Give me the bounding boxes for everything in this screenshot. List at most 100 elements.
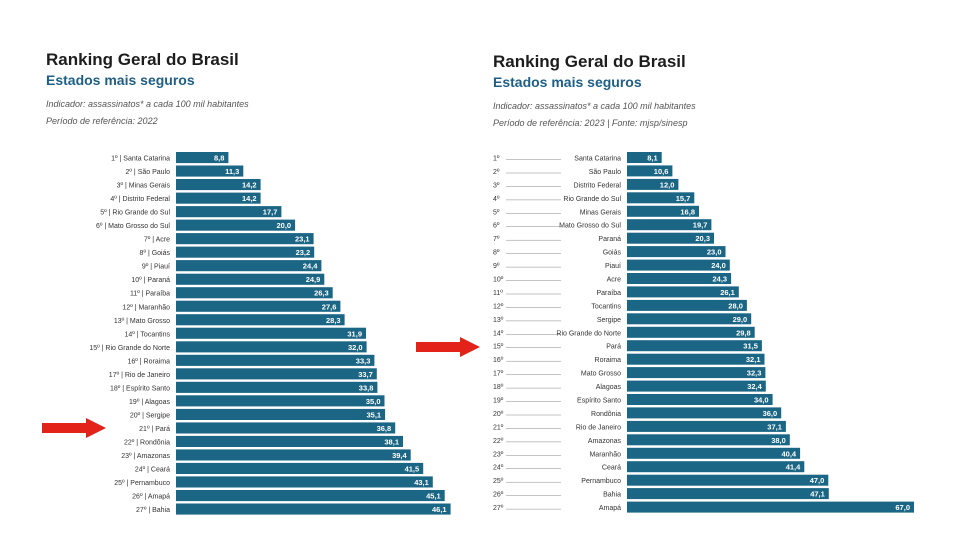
rank-label: 24º <box>493 465 504 472</box>
category-label: 11º | Paraíba <box>130 291 170 298</box>
bar <box>627 219 712 231</box>
value-label: 8,8 <box>214 154 224 163</box>
category-label: 20º | Sergipe <box>130 412 170 419</box>
value-label: 38,0 <box>771 436 786 445</box>
value-label: 39,4 <box>392 451 407 460</box>
category-label: 8º | Goiás <box>140 250 171 257</box>
bar <box>176 246 315 258</box>
value-label: 20,0 <box>276 221 291 230</box>
rank-label: 20º <box>493 411 504 418</box>
bar <box>627 205 699 217</box>
category-label: Paraíba <box>596 290 621 297</box>
bar <box>176 449 411 461</box>
highlight-arrow-right-icon <box>416 337 480 357</box>
bar <box>176 354 375 366</box>
rank-label: 5º <box>493 209 500 216</box>
value-label: 37,1 <box>767 422 782 431</box>
bar <box>176 462 424 474</box>
value-label: 26,3 <box>314 289 329 298</box>
bar <box>627 420 786 432</box>
value-label: 23,2 <box>296 248 311 257</box>
category-label: 27º | Bahia <box>136 507 170 514</box>
category-label: 7º | Acre <box>144 237 170 244</box>
left-panel: Ranking Geral do Brasil Estados mais seg… <box>0 0 470 540</box>
value-label: 31,5 <box>743 342 758 351</box>
right-bar-chart: 8,1 1º Santa Catarina 10,6 2º São Paulo 12,0 3º… <box>493 152 914 513</box>
bar <box>627 273 732 284</box>
value-label: 8,1 <box>647 154 657 163</box>
value-label: 32,4 <box>747 382 762 391</box>
rank-label: 21º <box>493 424 504 431</box>
category-label: Amapá <box>599 505 621 512</box>
bar <box>176 273 325 285</box>
value-label: 31,9 <box>347 329 362 338</box>
bar <box>627 326 755 338</box>
rank-label: 12º <box>493 303 504 310</box>
bar <box>176 233 314 245</box>
value-label: 10,6 <box>654 167 669 176</box>
bar <box>176 206 282 218</box>
bar <box>627 340 762 352</box>
bar <box>627 474 829 486</box>
value-label: 47,0 <box>810 476 825 485</box>
bar <box>627 232 714 244</box>
value-label: 45,1 <box>426 492 441 501</box>
value-label: 27,6 <box>322 302 337 311</box>
value-label: 14,2 <box>242 194 257 203</box>
category-label: 25º | Pernambuco <box>114 480 170 487</box>
bar <box>176 476 433 488</box>
value-label: 11,3 <box>225 167 239 176</box>
bar <box>176 314 345 326</box>
value-label: 36,0 <box>763 409 778 418</box>
bar <box>627 501 914 513</box>
rank-label: 15º <box>493 344 504 351</box>
bar <box>176 490 445 502</box>
bar <box>176 503 451 515</box>
category-label: Mato Grosso <box>581 371 621 378</box>
category-label: Rio Grande do Norte <box>556 330 621 337</box>
chart-indicator: Indicador: assassinatos* a cada 100 mil … <box>46 99 249 109</box>
bar <box>176 165 244 177</box>
category-label: 17º | Rio de Janeiro <box>109 372 170 379</box>
value-label: 29,8 <box>736 328 751 337</box>
rank-label: 22º <box>493 438 504 445</box>
rank-label: 27º <box>493 505 504 512</box>
rank-label: 14º <box>493 330 504 337</box>
bar <box>176 422 396 434</box>
category-label: 24º | Ceará <box>135 467 170 474</box>
bar <box>627 313 752 325</box>
category-label: Mato Grosso do Sul <box>559 223 621 230</box>
bar <box>627 192 695 204</box>
category-label: 19º | Alagoas <box>129 399 170 406</box>
category-label: Amazonas <box>588 438 622 445</box>
rank-label: 26º <box>493 492 504 499</box>
bar <box>627 353 765 365</box>
value-label: 15,7 <box>676 194 691 203</box>
category-label: 16º | Roraima <box>127 358 170 365</box>
value-label: 26,1 <box>720 288 735 297</box>
bar <box>627 152 662 163</box>
bar <box>627 246 726 258</box>
category-label: 21º | Pará <box>139 426 170 433</box>
category-label: Piauí <box>605 263 621 270</box>
chart-title: Ranking Geral do Brasil <box>493 52 686 71</box>
category-label: Rio de Janeiro <box>576 424 621 431</box>
rank-label: 19º <box>493 398 504 405</box>
category-label: 22º | Rondônia <box>124 439 170 446</box>
value-label: 23,1 <box>295 235 310 244</box>
bar <box>176 152 229 164</box>
category-label: Espírito Santo <box>577 398 621 405</box>
category-label: 12º | Maranhão <box>122 304 170 311</box>
category-label: 9º | Piauí <box>142 264 170 271</box>
bar <box>627 407 782 419</box>
bar <box>176 395 385 407</box>
rank-label: 10º <box>493 277 504 284</box>
value-label: 24,3 <box>712 275 727 284</box>
category-label: Pará <box>606 344 621 351</box>
bar <box>176 368 377 380</box>
value-label: 14,2 <box>242 181 257 190</box>
bar <box>627 367 766 379</box>
bar <box>176 219 296 231</box>
category-label: Alagoas <box>596 384 622 391</box>
category-label: Bahia <box>603 492 621 499</box>
